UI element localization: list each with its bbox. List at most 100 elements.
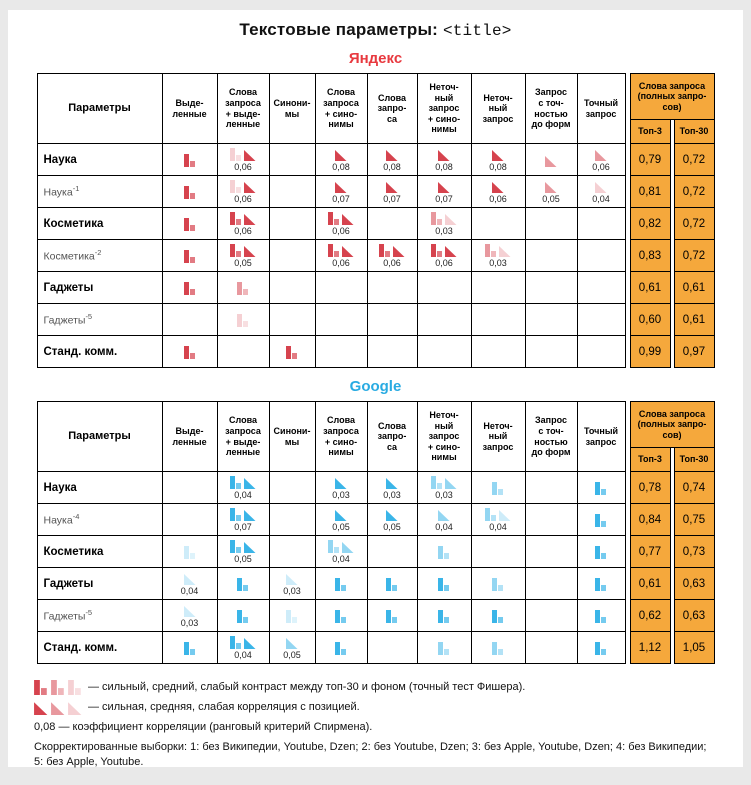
cell-icons	[472, 641, 524, 655]
cell-icons	[163, 249, 216, 263]
data-cell	[524, 207, 578, 240]
data-cell: 0,03	[416, 207, 472, 240]
column-header: Точный запрос	[576, 401, 626, 472]
data-cell	[216, 303, 270, 336]
contrast-icon	[183, 249, 195, 263]
data-cell	[470, 599, 526, 632]
column-header: Слова запроса + сино- нимы	[314, 73, 368, 144]
cell-icons	[218, 179, 268, 193]
table-row: Гаджеты 0,61 0,61	[36, 271, 715, 304]
correlation-icon	[595, 150, 607, 161]
data-cell: 0,03	[314, 471, 368, 504]
contrast-icon	[431, 244, 442, 257]
cell-icons	[472, 243, 524, 257]
data-cell	[416, 303, 472, 336]
contrast-icon	[431, 212, 442, 225]
correlation-icon	[183, 574, 195, 585]
table-row: Наука 0,06 0,08 0,08 0,08 0,08 0,06 0,79 0,72	[36, 143, 715, 176]
cell-icons	[368, 507, 416, 521]
table-row: Наука-4 0,07 0,05 0,05 0,04 0,04 0,84 0,75	[36, 503, 715, 536]
correlation-legend-text: — сильная, средняя, слабая корреляция с …	[88, 701, 360, 714]
data-cell: 0,06	[216, 143, 270, 176]
data-cell	[314, 303, 368, 336]
cell-value: 0,03	[180, 618, 199, 628]
cell-value: 0,03	[332, 490, 350, 500]
correlation-icon	[545, 182, 557, 193]
correlation-icon	[595, 182, 607, 193]
data-cell	[314, 271, 368, 304]
column-header: Синони- мы	[268, 73, 316, 144]
contrast-icon	[34, 680, 47, 695]
contrast-legend-text: — сильный, средний, слабый контраст межд…	[88, 681, 526, 694]
top3-value: 0,99	[629, 335, 671, 368]
contrast-legend-icons	[34, 680, 82, 695]
cell-icons	[578, 545, 624, 559]
cell-icons	[526, 153, 576, 167]
correlation-icon	[335, 478, 347, 489]
top3-header: Топ-3	[629, 447, 671, 472]
contrast-icon	[438, 641, 449, 655]
correlation-icon	[244, 214, 256, 225]
cell-value: 0,03	[435, 226, 453, 236]
correlation-legend-icons	[34, 700, 82, 715]
data-cell	[576, 535, 626, 568]
cell-icons	[472, 481, 524, 495]
cell-value: 0,05	[332, 522, 350, 532]
data-cell	[576, 239, 626, 272]
top30-value: 0,72	[673, 175, 715, 208]
row-label: Гаджеты	[36, 271, 163, 304]
contrast-icon	[595, 481, 606, 495]
cell-icons	[578, 179, 624, 193]
legend-correlation-line: — сильная, средняя, слабая корреляция с …	[34, 700, 715, 715]
data-cell	[576, 599, 626, 632]
correlation-icon	[244, 182, 256, 193]
correlation-icon	[342, 542, 354, 553]
correlation-icon	[445, 246, 457, 257]
data-cell	[366, 271, 418, 304]
top30-value: 1,05	[673, 631, 715, 664]
column-header: Слова запро- са	[366, 401, 418, 472]
correlation-icon	[244, 638, 256, 649]
cell-icons	[218, 507, 268, 521]
data-cell	[470, 471, 526, 504]
data-cell	[314, 631, 368, 664]
data-cell	[416, 535, 472, 568]
data-cell	[524, 271, 578, 304]
cell-icons	[270, 635, 314, 649]
data-cell	[524, 143, 578, 176]
cell-value: 0,04	[592, 194, 610, 204]
data-cell	[524, 471, 578, 504]
contrast-icon	[595, 641, 606, 655]
row-label: Станд. комм.	[36, 335, 163, 368]
data-cell: 0,04	[216, 471, 270, 504]
data-cell	[470, 335, 526, 368]
legend-contrast-line: — сильный, средний, слабый контраст межд…	[34, 680, 715, 695]
data-cell	[524, 335, 578, 368]
table-row: Станд. комм. 0,04 0,05 1,12 1,05	[36, 631, 715, 664]
data-cell	[268, 239, 316, 272]
cell-value: 0,06	[234, 226, 252, 236]
contrast-icon	[183, 185, 195, 199]
tables-area: Яндекс Параметры Выде- ленные Слова запроса…	[8, 50, 743, 664]
row-label: Гаджеты	[36, 567, 163, 600]
data-cell: 0,04	[576, 175, 626, 208]
row-label: Гаджеты-5	[36, 599, 163, 632]
column-header: Слова запроса + выде- ленные	[216, 401, 270, 472]
top30-value: 0,72	[673, 239, 715, 272]
top30-value: 0,61	[673, 303, 715, 336]
correlation-icon	[342, 246, 354, 257]
cell-icons	[316, 243, 366, 257]
cell-value: 0,03	[489, 258, 507, 268]
cell-icons	[218, 539, 268, 553]
data-cell: 0,06	[470, 175, 526, 208]
data-cell	[524, 303, 578, 336]
correlation-icon	[386, 182, 398, 193]
contrast-icon	[230, 508, 241, 521]
data-cell	[161, 503, 218, 536]
correlation-icon	[244, 246, 256, 257]
correlation-icon	[34, 702, 48, 715]
coefficient-note: 0,08 — коэффициент корреляции (ранговый …	[34, 721, 373, 733]
data-cell	[268, 143, 316, 176]
table-row: Косметика 0,05 0,04 0,77 0,73	[36, 535, 715, 568]
cell-icons	[163, 185, 216, 199]
